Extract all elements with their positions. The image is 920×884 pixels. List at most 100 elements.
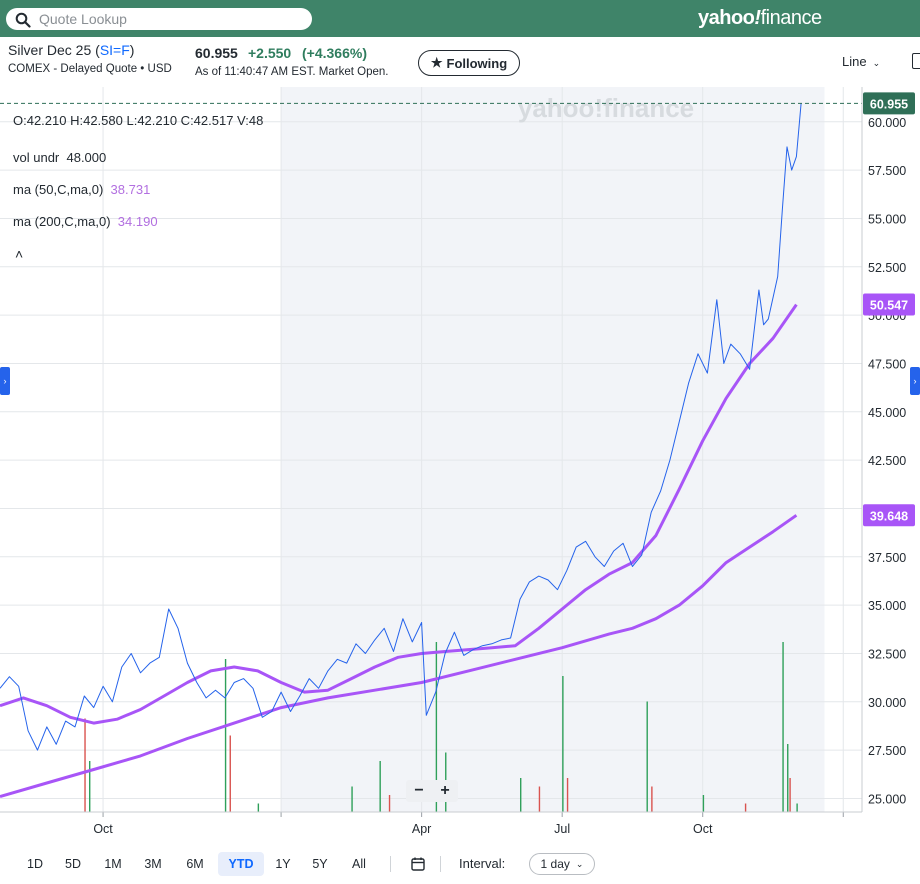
ma200-price-label-bg (863, 504, 915, 527)
ma200-line (0, 514, 798, 798)
volume-bars (84, 642, 798, 812)
price-line (0, 103, 802, 751)
ma200-label: ma (200,C,ma,0) (13, 214, 111, 229)
x-tick-label: Oct (93, 822, 113, 836)
volume-bar (351, 786, 353, 812)
price-labels: 60.955 50.547 39.648 (863, 92, 915, 527)
right-panel-expand-icon[interactable]: › (910, 367, 920, 395)
volume-indicator[interactable]: vol undr 48.000 (13, 150, 106, 165)
x-tick-label: Oct (693, 822, 713, 836)
interval-value: 1 day (540, 857, 570, 871)
collapse-legend-icon[interactable]: ˄ (15, 246, 24, 262)
vol-value: 48.000 (66, 150, 107, 165)
range-3m-button[interactable]: 3M (144, 857, 162, 871)
toolbar-divider-2 (440, 856, 441, 872)
volume-bar (538, 786, 541, 812)
volume-bar (229, 735, 231, 812)
left-panel-expand-icon[interactable]: › (0, 367, 10, 395)
volume-bar (379, 761, 381, 812)
y-tick-label: 25.000 (868, 792, 906, 806)
y-tick-label: 30.000 (868, 696, 906, 710)
x-axis: Oct2025AprJulOct2026 (0, 811, 862, 836)
range-all-button[interactable]: All (352, 857, 366, 871)
zoom-out-button[interactable]: − (414, 782, 424, 799)
y-tick-label: 27.500 (868, 744, 906, 758)
price-chart[interactable]: yahoo!finance 60.000 57.500 55.000 52.500 50… (0, 87, 920, 850)
volume-bar (782, 642, 784, 812)
yahoo-finance-logo[interactable]: yahoo!finance (698, 7, 822, 30)
last-price-label: 60.955 (870, 97, 908, 111)
chart-series (0, 102, 862, 798)
y-tick-label: 32.500 (868, 647, 906, 661)
range-5y-button[interactable]: 5Y (312, 857, 328, 871)
search-icon (15, 12, 31, 28)
volume-bar (89, 761, 91, 812)
following-label: Following (446, 55, 508, 71)
y-tick-label: 37.500 (868, 551, 906, 565)
ma200-indicator[interactable]: ma (200,C,ma,0) 34.190 (13, 214, 158, 229)
range-1m-button[interactable]: 1M (104, 857, 122, 871)
ma50-label: ma (50,C,ma,0) (13, 182, 104, 197)
ma50-value: 38.731 (110, 182, 151, 197)
volume-bar (646, 701, 648, 812)
logo-yahoo: yahoo (698, 7, 755, 29)
quote-price: 60.955 (195, 45, 238, 61)
ohlcv-readout: O:42.210 H:42.580 L:42.210 C:42.517 V:48 (13, 113, 264, 128)
volume-bar (224, 659, 227, 812)
chevron-down-icon: ⌄ (872, 58, 881, 68)
range-ytd-button[interactable]: YTD (218, 852, 264, 876)
chart-type-label: Line (842, 54, 867, 69)
volume-bar (388, 795, 391, 812)
chart-grid (0, 87, 862, 812)
quote-change: +2.550 (248, 45, 292, 61)
zoom-controls: − + (406, 780, 458, 802)
volume-bar (562, 676, 564, 812)
panel-toggle-icon[interactable] (912, 53, 920, 69)
range-1d-button[interactable]: 1D (27, 857, 43, 871)
ma50-price-label: 50.547 (870, 299, 908, 313)
volume-bar (787, 744, 789, 812)
ma50-line (0, 303, 798, 725)
volume-bar (702, 795, 705, 812)
volume-bar (520, 778, 522, 812)
quote-symbol[interactable]: SI=F (99, 42, 130, 58)
star-icon: ★ (430, 55, 443, 70)
volume-bar (566, 778, 569, 812)
x-tick-label: Jul (554, 822, 570, 836)
vol-label: vol undr (13, 150, 60, 165)
search-input[interactable]: Quote Lookup (6, 8, 312, 30)
ma50-price-label-bg (863, 293, 915, 316)
following-button[interactable]: ★ Following (418, 50, 520, 76)
volume-bar (789, 778, 791, 812)
quote-change-percent: (+4.366%) (302, 45, 367, 61)
y-tick-label: 42.500 (868, 454, 906, 468)
ma200-value: 34.190 (117, 214, 158, 229)
chart-watermark: yahoo!finance (518, 93, 694, 123)
y-tick-label: 60.000 (868, 116, 906, 130)
logo-bang: ! (754, 7, 761, 29)
last-price-label-bg (863, 92, 915, 115)
quote-exchange: COMEX - Delayed Quote • USD (8, 63, 172, 75)
ma200-price-label: 39.648 (870, 509, 908, 523)
y-tick-label: 55.000 (868, 212, 906, 226)
toolbar-divider (390, 856, 391, 872)
interval-label: Interval: (459, 856, 506, 871)
range-5d-button[interactable]: 5D (65, 857, 81, 871)
y-tick-label: 47.500 (868, 357, 906, 371)
calendar-icon[interactable] (411, 857, 425, 871)
top-bar: Quote Lookup yahoo!finance (0, 0, 920, 37)
x-tick-label: Apr (412, 822, 431, 836)
y-tick-label: 35.000 (868, 599, 906, 613)
quote-name-close: ) (129, 42, 135, 58)
chart-type-dropdown[interactable]: Line ⌄ (842, 54, 880, 69)
zoom-in-button[interactable]: + (440, 782, 450, 799)
quote-title: Silver Dec 25 (SI=F) (8, 42, 134, 58)
range-6m-button[interactable]: 6M (186, 857, 204, 871)
logo-finance: finance (760, 7, 823, 29)
ma50-indicator[interactable]: ma (50,C,ma,0) 38.731 (13, 182, 150, 197)
range-1y-button[interactable]: 1Y (275, 857, 291, 871)
y-axis: 60.00057.50055.00052.50050.00047.50045.0… (861, 87, 906, 812)
volume-bar (435, 642, 438, 812)
range-toolbar: 1D 5D 1M 3M 6M YTD 1Y 5Y All Interval: 1… (0, 852, 920, 884)
interval-dropdown[interactable]: 1 day ⌄ (529, 853, 595, 875)
